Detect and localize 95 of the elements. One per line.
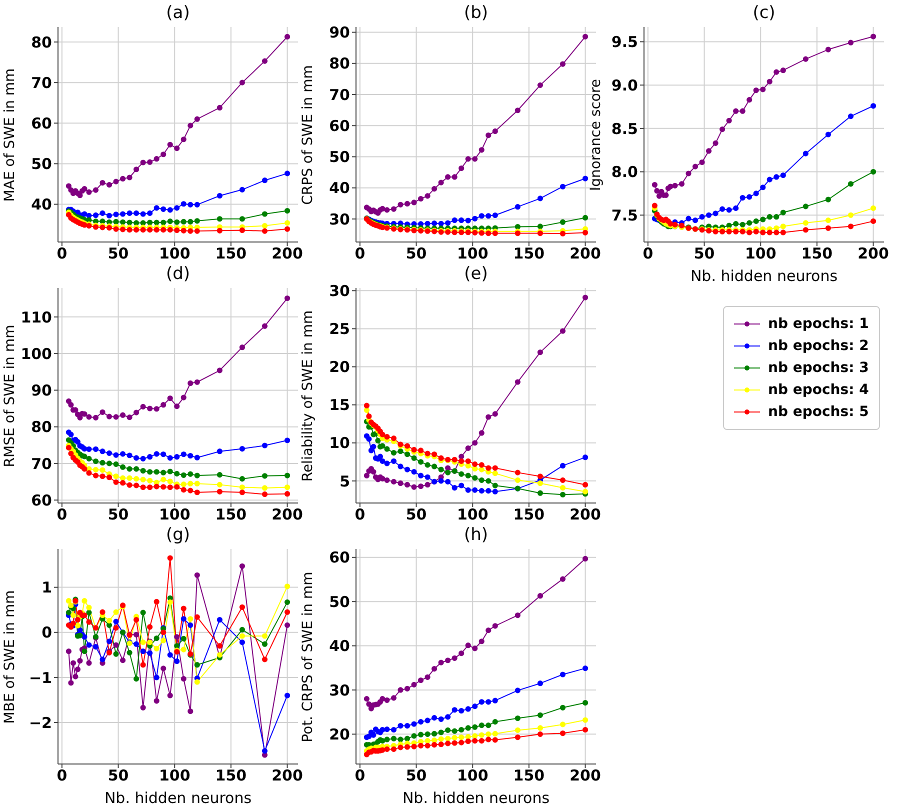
x-tick-label: 100 [158, 766, 190, 785]
legend-label: nb epochs: 2 [768, 337, 869, 356]
y-tick-label: 8.0 [611, 163, 638, 182]
legend-label: nb epochs: 4 [768, 381, 869, 400]
y-tick-label: 20 [329, 725, 350, 744]
y-tick-label: 40 [329, 179, 350, 198]
chart-title: (g) [164, 525, 192, 545]
y-tick-label: 90 [329, 24, 350, 42]
x-tick-label: 0 [354, 244, 366, 263]
x-tick-label: 150 [801, 244, 833, 263]
x-tick-label: 0 [56, 766, 68, 785]
y-tick-label: 100 [20, 344, 52, 363]
y-axis-title: MBE of SWE in mm [2, 590, 18, 724]
y-tick-label: 15 [329, 396, 350, 414]
y-tick-label: 50 [329, 592, 350, 611]
y-tick-label: 9.5 [611, 33, 638, 52]
y-tick-label: 60 [31, 491, 52, 510]
x-tick-label: 150 [215, 244, 247, 263]
x-tick-label: 0 [642, 244, 654, 263]
x-axis-title: Nb. hidden neurons [402, 789, 550, 805]
y-tick-label: −1 [28, 668, 52, 687]
chart-title: (b) [462, 3, 490, 23]
y-tick-label: 70 [31, 454, 52, 473]
x-tick-label: 200 [272, 506, 303, 524]
chart-title: (a) [165, 3, 191, 23]
y-tick-label: 60 [329, 116, 350, 135]
x-tick-label: 200 [858, 244, 889, 263]
y-tick-label: 1 [42, 578, 52, 597]
y-tick-label: 50 [31, 155, 52, 174]
y-tick-label: 90 [31, 382, 52, 400]
x-tick-label: 100 [158, 244, 190, 263]
y-tick-label: 25 [329, 320, 350, 338]
x-tick-label: 0 [354, 766, 366, 785]
x-tick-label: 200 [272, 766, 303, 785]
x-tick-label: 50 [406, 506, 427, 524]
y-axis-title: Reliability of SWE in mm [300, 310, 316, 482]
x-tick-label: 150 [513, 766, 545, 785]
y-axis-title: RMSE of SWE in mm [2, 324, 18, 467]
x-tick-label: 100 [456, 506, 488, 524]
x-tick-label: 100 [158, 506, 190, 524]
y-tick-label: 30 [329, 282, 350, 300]
x-axis-title: Nb. hidden neurons [104, 789, 252, 805]
x-tick-label: 0 [56, 506, 68, 524]
y-axis-title: Pot. CRPS of SWE in mm [300, 571, 316, 742]
y-tick-label: 8.5 [611, 120, 638, 138]
y-tick-label: 30 [329, 210, 350, 228]
legend-label: nb epochs: 5 [768, 403, 869, 422]
y-tick-label: 60 [329, 548, 350, 567]
x-tick-label: 100 [456, 244, 488, 263]
y-tick-label: 30 [329, 681, 350, 700]
x-tick-label: 200 [570, 766, 601, 785]
y-tick-label: 50 [329, 148, 350, 166]
y-tick-label: 0 [42, 624, 52, 642]
chart-title: (d) [164, 264, 192, 284]
y-tick-label: 5 [340, 472, 350, 490]
x-tick-label: 100 [744, 244, 776, 263]
x-tick-label: 50 [108, 766, 129, 785]
x-tick-label: 150 [513, 244, 545, 263]
x-tick-label: 50 [694, 244, 715, 263]
x-tick-label: 0 [354, 506, 366, 524]
x-axis-title: Nb. hidden neurons [690, 267, 838, 285]
x-tick-label: 200 [570, 506, 601, 524]
y-tick-label: 40 [329, 637, 350, 656]
y-tick-label: 80 [31, 418, 52, 436]
y-tick-label: 80 [329, 54, 350, 73]
legend-label: nb epochs: 1 [768, 315, 869, 334]
x-tick-label: 50 [406, 244, 427, 263]
y-tick-label: 60 [31, 114, 52, 132]
y-tick-label: 10 [329, 434, 350, 452]
y-tick-label: 80 [31, 33, 52, 52]
y-axis-title: CRPS of SWE in mm [300, 64, 316, 204]
x-tick-label: 50 [108, 506, 129, 524]
y-tick-label: −2 [28, 714, 52, 732]
x-tick-label: 150 [215, 766, 247, 785]
chart-title: (c) [752, 3, 776, 23]
x-tick-label: 50 [108, 244, 129, 263]
y-tick-label: 9.0 [611, 76, 638, 94]
x-tick-label: 150 [513, 506, 545, 524]
x-tick-label: 150 [215, 506, 247, 524]
y-tick-label: 70 [31, 74, 52, 92]
y-axis-title: MAE of SWE in mm [2, 68, 18, 202]
legend-label: nb epochs: 3 [768, 359, 869, 378]
y-tick-label: 70 [329, 86, 350, 104]
x-tick-label: 50 [406, 766, 427, 785]
chart-title: (e) [463, 264, 489, 284]
y-tick-label: 7.5 [611, 206, 638, 224]
y-tick-label: 40 [31, 196, 52, 214]
y-tick-label: 110 [20, 308, 52, 326]
x-tick-label: 200 [570, 244, 601, 263]
chart-title: (h) [462, 525, 490, 545]
y-tick-label: 20 [329, 358, 350, 376]
y-axis-title: Ignorance score [588, 78, 604, 191]
x-tick-label: 0 [56, 244, 68, 263]
x-tick-label: 200 [272, 244, 303, 263]
x-tick-label: 100 [456, 766, 488, 785]
